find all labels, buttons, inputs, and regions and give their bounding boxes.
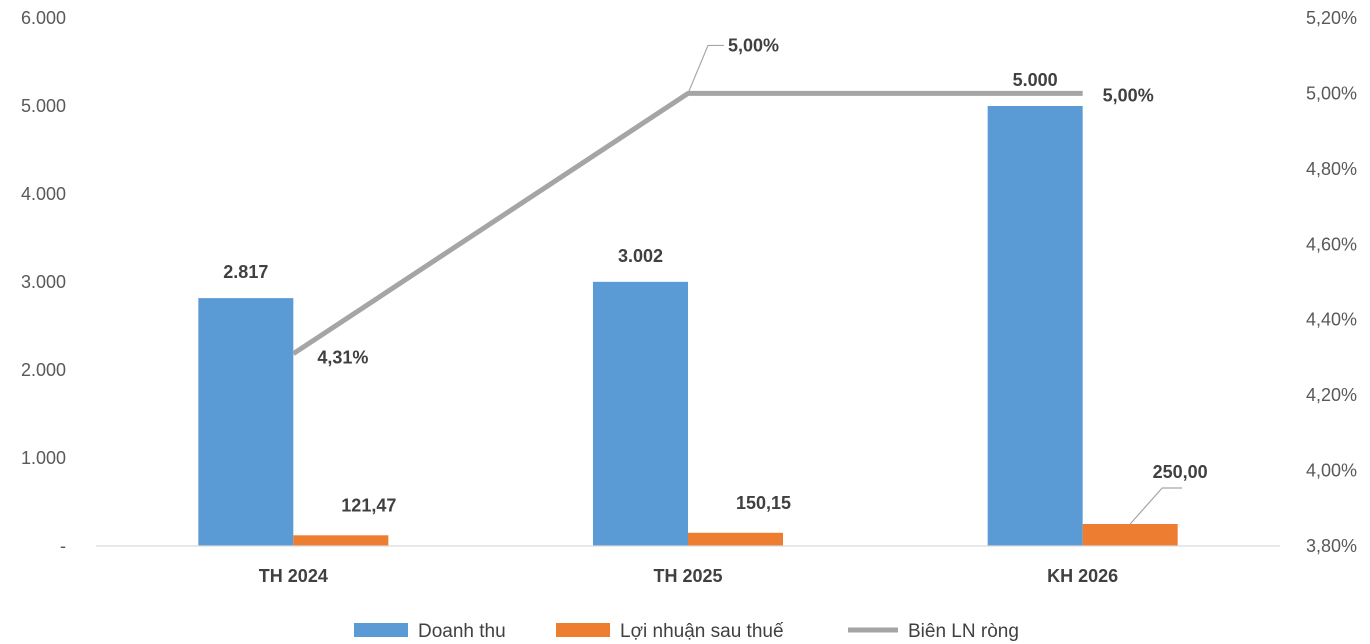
category-labels: TH 2024 TH 2025 KH 2026 [259, 566, 1118, 586]
category-label: KH 2026 [1047, 566, 1118, 586]
data-label-bien-ln: 5,00% [728, 35, 779, 55]
data-label-doanh-thu: 5.000 [1013, 70, 1058, 90]
left-axis-tick-label: 4.000 [21, 184, 66, 204]
data-label-doanh-thu: 2.817 [223, 262, 268, 282]
left-axis-tick-label: 2.000 [21, 360, 66, 380]
bar-doanh-thu [593, 281, 688, 546]
right-axis-ticks: 3,80% 4,00% 4,20% 4,40% 4,60% 4,80% 5,00% 5,20% [1306, 8, 1357, 556]
bar-loi-nhuan [688, 532, 783, 546]
data-label-loi-nhuan: 121,47 [341, 495, 396, 515]
legend-swatch [354, 623, 408, 637]
right-axis-tick-label: 4,20% [1306, 385, 1357, 405]
leader-line [1129, 487, 1183, 525]
left-axis-tick-label: 1.000 [21, 448, 66, 468]
legend-label: Biên LN ròng [908, 621, 1019, 642]
data-label-doanh-thu: 3.002 [618, 246, 663, 266]
bars-layer [198, 106, 1178, 546]
bar-loi-nhuan [1082, 524, 1178, 546]
bar-loi-nhuan [293, 535, 389, 546]
right-axis-tick-label: 4,40% [1306, 310, 1357, 330]
left-axis-tick-label: - [60, 536, 66, 556]
right-axis-tick-label: 5,20% [1306, 8, 1357, 28]
right-axis-tick-label: 4,60% [1306, 234, 1357, 254]
legend: Doanh thu Lợi nhuận sau thuế Biên LN ròng [354, 621, 1019, 642]
right-axis-tick-label: 5,00% [1306, 83, 1357, 103]
right-axis-tick-label: 4,80% [1306, 159, 1357, 179]
right-axis-tick-label: 3,80% [1306, 536, 1357, 556]
left-axis-tick-label: 6.000 [21, 8, 66, 28]
leader-line [687, 44, 724, 94]
legend-swatch [556, 623, 610, 637]
right-axis-tick-label: 4,00% [1306, 461, 1357, 481]
bar-doanh-thu [198, 298, 294, 546]
left-axis-ticks: - 1.000 2.000 3.000 4.000 5.000 6.000 [21, 8, 66, 556]
data-label-loi-nhuan: 150,15 [736, 493, 791, 513]
data-labels: 2.817 3.002 5.000 121,47 150,15 250,00 4,31% 5,… [223, 35, 1208, 525]
legend-label: Doanh thu [418, 621, 506, 642]
data-label-bien-ln: 4,31% [317, 348, 368, 368]
category-label: TH 2024 [259, 566, 328, 586]
bar-doanh-thu [987, 106, 1083, 546]
left-axis-tick-label: 5.000 [21, 96, 66, 116]
data-label-bien-ln: 5,00% [1103, 85, 1154, 105]
legend-label: Lợi nhuận sau thuế [620, 621, 784, 642]
data-label-loi-nhuan: 250,00 [1153, 462, 1208, 482]
category-label: TH 2025 [653, 566, 722, 586]
left-axis-tick-label: 3.000 [21, 272, 66, 292]
